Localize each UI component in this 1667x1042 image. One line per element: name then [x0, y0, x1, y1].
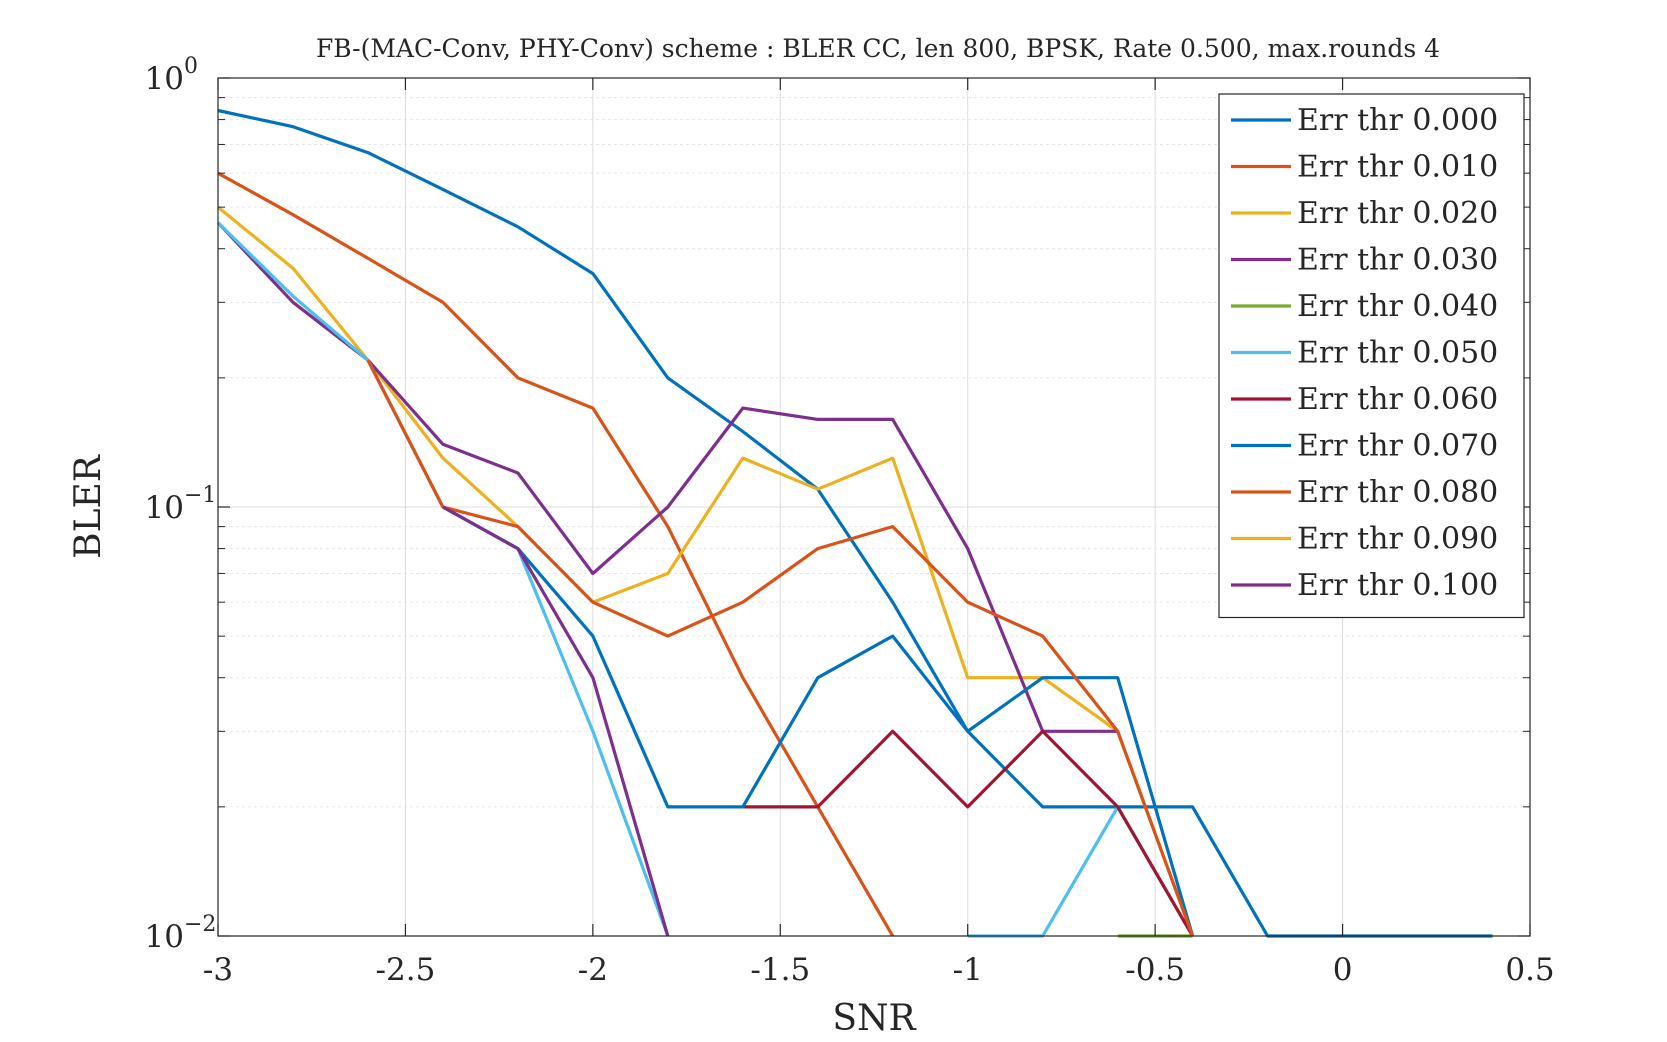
legend-label: Err thr 0.100	[1297, 568, 1498, 603]
legend-label: Err thr 0.010	[1297, 150, 1498, 185]
series-err-thr-0-060	[742, 729, 1194, 937]
legend-label: Err thr 0.000	[1297, 103, 1498, 138]
x-tick-label: -3	[203, 952, 233, 988]
legend: Err thr 0.000 Err thr 0.010 Err thr 0.020 E…	[1218, 93, 1525, 619]
chart-title: FB-(MAC-Conv, PHY-Conv) scheme : BLER CC…	[316, 34, 1440, 63]
y-tick-exponent: −1	[184, 483, 216, 508]
y-axis-label: BLER	[68, 454, 109, 559]
y-tick-label: 10	[145, 490, 184, 526]
legend-label: Err thr 0.070	[1297, 429, 1498, 464]
y-tick-label: 10	[145, 61, 184, 97]
legend-label: Err thr 0.030	[1297, 243, 1498, 278]
legend-label: Err thr 0.040	[1297, 289, 1498, 324]
y-tick-exponent: −2	[184, 912, 216, 937]
y-tick-label: 10	[145, 919, 184, 955]
legend-label: Err thr 0.060	[1297, 382, 1498, 417]
legend-label: Err thr 0.090	[1297, 522, 1498, 557]
legend-label: Err thr 0.050	[1297, 336, 1498, 371]
x-tick-label: -0.5	[1125, 952, 1185, 988]
x-tick-label: -2.5	[376, 952, 436, 988]
y-tick-exponent: 0	[184, 54, 198, 79]
x-tick-label: 0	[1333, 952, 1353, 988]
series-err-thr-0-100	[442, 505, 670, 937]
x-tick-label: 0.5	[1505, 952, 1554, 988]
x-tick-label: -2	[578, 952, 608, 988]
legend-label: Err thr 0.020	[1297, 196, 1498, 231]
x-tick-label: -1	[953, 952, 983, 988]
legend-label: Err thr 0.080	[1297, 475, 1498, 510]
x-tick-label: -1.5	[750, 952, 810, 988]
x-axis-label: SNR	[832, 998, 916, 1039]
series-err-thr-0-080	[366, 359, 1195, 937]
legend-box	[1218, 93, 1525, 619]
series-err-thr-0-070	[442, 505, 1195, 937]
